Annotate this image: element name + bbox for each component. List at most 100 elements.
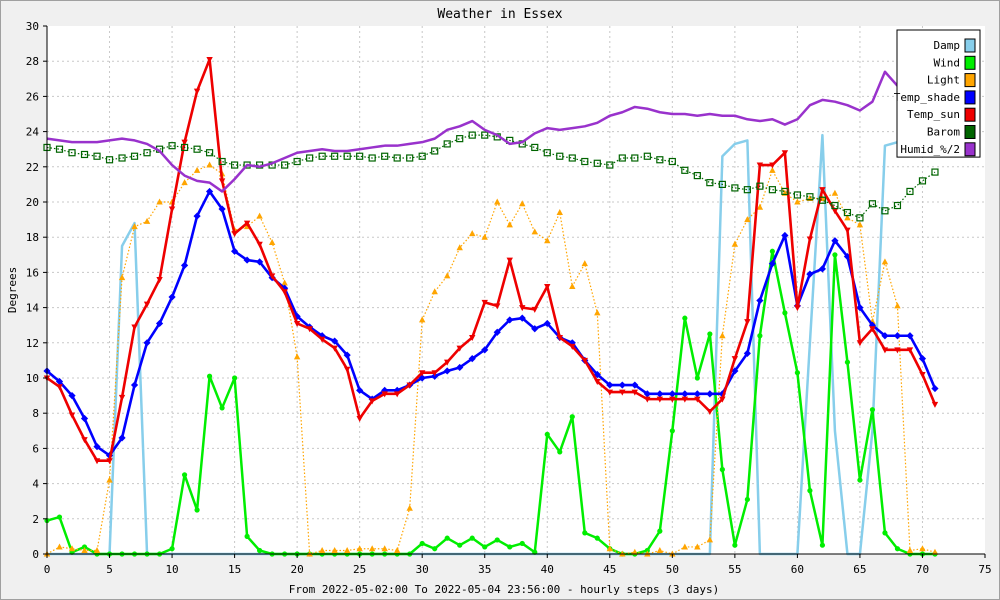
- y-tick-label: 20: [26, 196, 39, 209]
- y-tick-label: 2: [32, 513, 39, 526]
- data-point: [431, 370, 438, 377]
- data-point: [232, 375, 238, 381]
- data-point: [682, 315, 688, 321]
- series-temp-sun: [43, 56, 939, 465]
- data-point: [293, 312, 301, 320]
- data-point: [469, 230, 476, 237]
- data-point: [931, 548, 939, 555]
- data-point: [118, 394, 126, 401]
- data-point: [143, 149, 151, 157]
- data-point: [206, 373, 213, 379]
- data-point: [205, 187, 214, 196]
- data-point: [569, 414, 575, 420]
- x-tick-label: 25: [353, 563, 366, 576]
- data-point: [268, 238, 276, 245]
- data-point: [219, 405, 225, 411]
- data-point: [56, 384, 63, 391]
- data-point: [756, 182, 764, 190]
- data-point: [918, 177, 927, 185]
- data-point: [781, 150, 789, 157]
- data-point: [494, 303, 501, 310]
- data-point: [181, 139, 188, 146]
- data-point: [731, 240, 739, 247]
- x-tick-label: 35: [478, 563, 491, 576]
- data-point: [81, 544, 88, 550]
- data-point: [618, 154, 626, 162]
- series-temp-shade: [43, 187, 939, 460]
- data-point: [293, 353, 301, 360]
- data-point: [318, 336, 326, 343]
- data-point: [231, 231, 238, 238]
- data-point: [306, 154, 314, 162]
- data-point: [481, 131, 489, 139]
- data-point: [618, 381, 626, 389]
- data-point: [882, 530, 888, 536]
- data-point: [118, 434, 126, 442]
- data-point: [656, 390, 664, 398]
- data-point: [806, 236, 814, 243]
- data-point: [568, 339, 576, 347]
- data-point: [257, 547, 263, 554]
- data-point: [469, 535, 475, 541]
- data-point: [707, 331, 713, 337]
- data-point: [468, 131, 476, 139]
- data-point: [881, 258, 889, 265]
- data-point: [781, 187, 789, 196]
- legend-label: Barom: [927, 126, 960, 139]
- data-point: [744, 216, 751, 223]
- data-point: [856, 214, 864, 222]
- y-tick-label: 10: [26, 372, 39, 385]
- data-point: [206, 161, 213, 168]
- data-point: [769, 248, 775, 254]
- data-point: [694, 375, 700, 381]
- data-point: [668, 157, 676, 166]
- data-point: [819, 542, 826, 548]
- data-point: [831, 237, 839, 245]
- data-point: [256, 258, 264, 266]
- data-point: [131, 324, 138, 331]
- x-tick-label: 60: [791, 563, 804, 576]
- data-point: [569, 282, 576, 289]
- data-point: [205, 149, 214, 157]
- data-point: [718, 180, 726, 188]
- data-point: [168, 142, 176, 150]
- data-point: [131, 223, 138, 230]
- data-point: [93, 152, 101, 160]
- data-point: [194, 507, 200, 513]
- data-point: [644, 396, 651, 403]
- data-point: [744, 319, 751, 326]
- data-point: [719, 396, 726, 403]
- data-point: [681, 543, 689, 550]
- data-point: [106, 476, 113, 483]
- data-point: [568, 154, 576, 162]
- data-point: [193, 145, 201, 153]
- data-point: [156, 276, 163, 283]
- data-point: [482, 544, 488, 550]
- data-point: [193, 212, 201, 220]
- x-tick-label: 10: [165, 563, 178, 576]
- data-point: [644, 547, 650, 554]
- legend-label: Humid_%/2: [900, 143, 960, 156]
- data-point: [118, 154, 126, 162]
- data-point: [806, 270, 814, 278]
- data-point: [55, 377, 64, 386]
- data-point: [818, 196, 827, 204]
- data-point: [643, 390, 651, 398]
- data-point: [931, 384, 939, 393]
- data-point: [169, 546, 175, 552]
- legend-swatch: [964, 90, 976, 105]
- data-point: [931, 401, 939, 408]
- data-point: [782, 310, 788, 316]
- data-point: [781, 231, 789, 240]
- data-point: [418, 152, 426, 160]
- x-tick-label: 45: [603, 563, 616, 576]
- data-point: [844, 227, 851, 234]
- data-point: [331, 345, 338, 352]
- data-point: [381, 391, 388, 398]
- data-point: [81, 546, 88, 553]
- data-point: [694, 396, 701, 403]
- data-point: [631, 389, 639, 396]
- series-humid-2: [46, 70, 936, 193]
- data-point: [731, 184, 739, 192]
